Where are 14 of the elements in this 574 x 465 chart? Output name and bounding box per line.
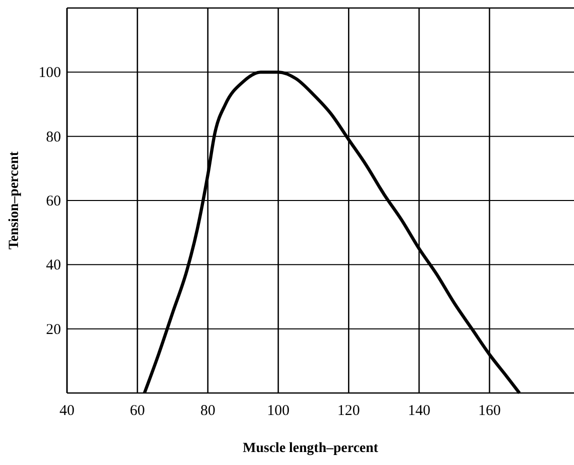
x-tick-label: 120 bbox=[337, 403, 360, 419]
y-tick-label: 40 bbox=[46, 258, 61, 274]
x-tick-label: 140 bbox=[408, 403, 430, 419]
y-tick-label: 80 bbox=[46, 129, 61, 146]
x-tick-label: 160 bbox=[478, 403, 501, 419]
y-tick-label: 60 bbox=[46, 194, 61, 210]
x-tick-label: 40 bbox=[60, 403, 74, 419]
x-tick-label: 100 bbox=[267, 403, 290, 419]
y-tick-label: 100 bbox=[38, 65, 61, 82]
y-axis-title: Tension–percent bbox=[7, 151, 22, 250]
y-tick-label: 20 bbox=[46, 322, 61, 338]
x-tick-label: 80 bbox=[200, 403, 216, 419]
x-axis-title: Muscle length–percent bbox=[242, 441, 379, 456]
x-tick-label: 60 bbox=[130, 403, 145, 419]
